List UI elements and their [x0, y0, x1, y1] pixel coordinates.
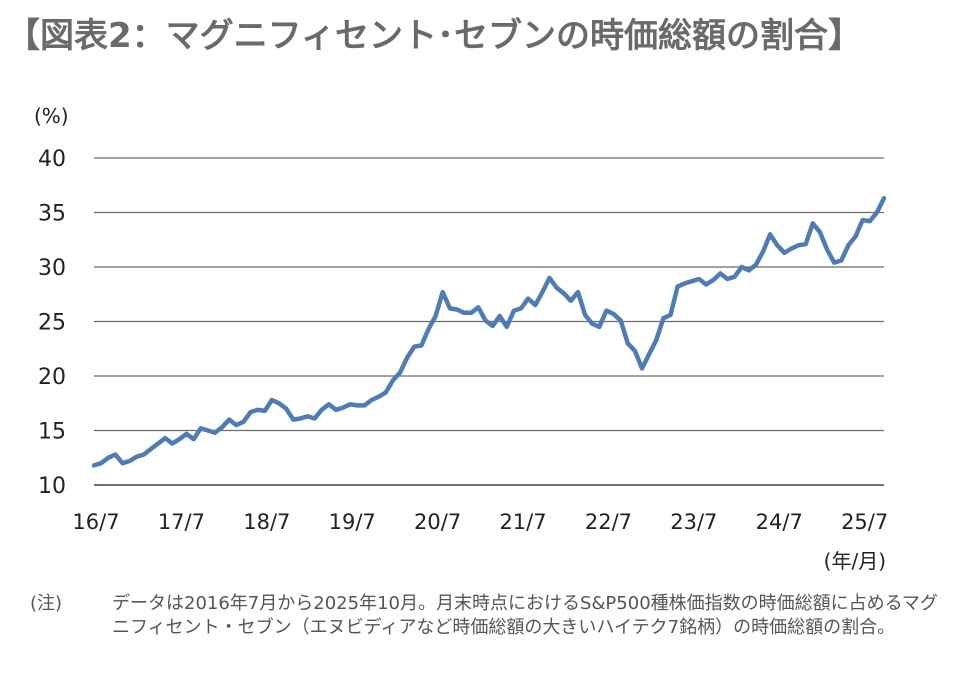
- y-tick-label: 35: [38, 202, 66, 227]
- x-tick-label: 24/7: [756, 510, 803, 534]
- x-tick-labels: 16/7 17/7 18/7 19/7 20/7 21/7 22/7 23/7 24/7 25/7: [72, 510, 888, 534]
- footnote-text: データは2016年7月から2025年10月。月末時点におけるS&P500種株価指…: [112, 593, 938, 638]
- x-tick-label: 17/7: [158, 510, 205, 534]
- gridlines: [94, 157, 884, 486]
- y-axis-label: (%): [34, 104, 69, 128]
- x-tick-label: 21/7: [499, 510, 546, 534]
- x-tick-label: 23/7: [670, 510, 717, 534]
- y-tick-label: 15: [38, 420, 66, 445]
- x-tick-label: 18/7: [243, 510, 290, 534]
- y-tick-label: 40: [38, 147, 66, 172]
- chart-title: 【図表2：マグニフィセント･セブンの時価総額の割合】: [6, 16, 862, 56]
- y-tick-label: 30: [38, 256, 66, 281]
- line-chart: 10 15 20 25 30 35 40 16/7 17/7 18/7 19/7 20/7 21/7 2…: [34, 104, 888, 573]
- x-axis-label: (年/月): [824, 549, 886, 573]
- y-tick-label: 20: [38, 365, 66, 390]
- y-tick-labels: 10 15 20 25 30 35 40: [38, 147, 66, 499]
- y-tick-label: 25: [38, 311, 66, 336]
- series-line: [91, 196, 887, 468]
- x-tick-label: 25/7: [841, 510, 888, 534]
- x-tick-label: 22/7: [585, 510, 632, 534]
- x-tick-label: 20/7: [414, 510, 461, 534]
- x-tick-label: 19/7: [329, 510, 376, 534]
- y-tick-label: 10: [38, 474, 66, 499]
- footnote-label: (注): [30, 593, 63, 614]
- x-tick-label: 16/7: [72, 510, 119, 534]
